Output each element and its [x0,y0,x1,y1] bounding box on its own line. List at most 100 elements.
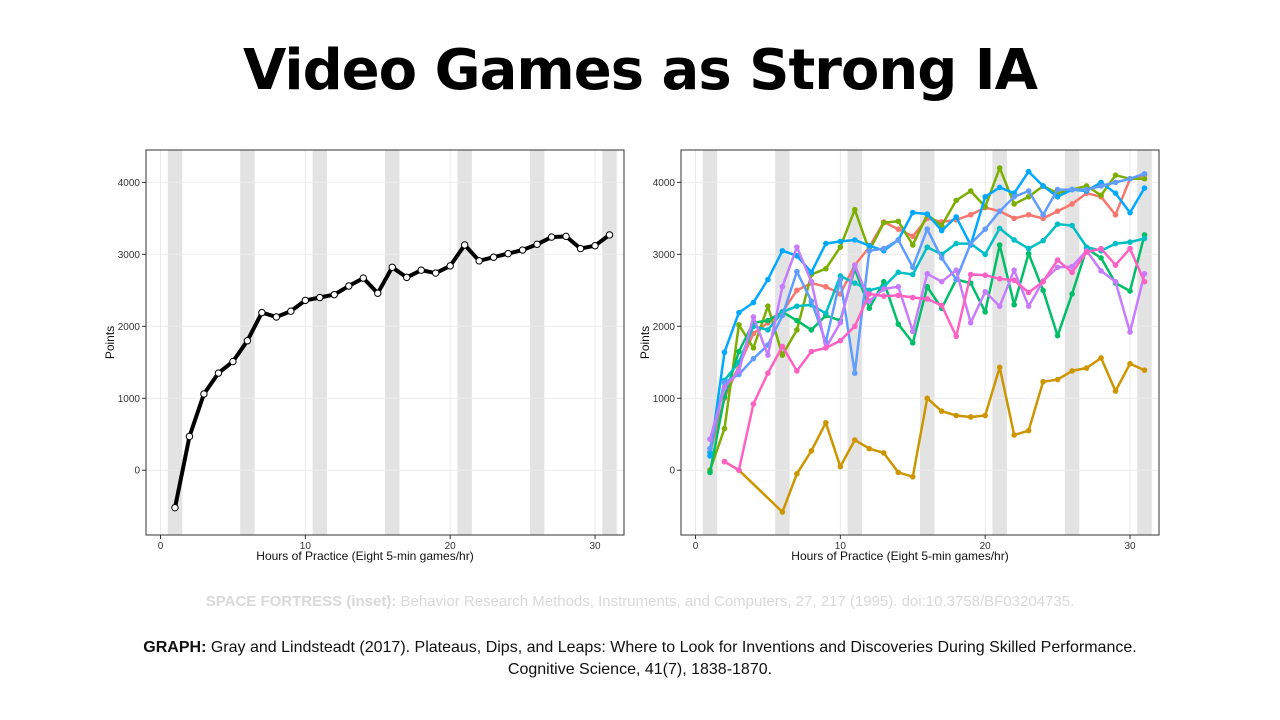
data-point [909,271,916,278]
data-point [909,242,916,248]
data-point [1040,183,1046,189]
data-point [982,226,988,232]
data-point [287,307,295,315]
data-point [938,278,945,285]
data-point [721,379,728,386]
data-point [779,312,786,319]
data-point [953,197,960,204]
data-point [1040,378,1046,385]
data-point [924,211,931,217]
shaded-band [312,150,328,535]
data-point [837,244,844,250]
shaded-band [702,150,718,535]
data-point [460,241,469,249]
data-point [1098,268,1104,274]
data-point [996,225,1003,232]
data-point [852,370,858,376]
data-point [837,337,844,344]
data-point [967,240,974,247]
y-tick-label: 4000 [118,178,141,189]
data-point [779,283,786,290]
data-point [721,349,728,356]
data-point [1098,355,1104,361]
data-point [1025,168,1032,175]
data-point [794,317,800,324]
data-point [924,226,931,232]
data-point [736,368,742,374]
data-point [736,322,742,328]
data-point [1025,250,1032,257]
chart-left-svg: 0 1000 2000 3000 4000 0 10 20 30 Hours of Practic… [103,149,625,563]
shaded-band [385,150,400,535]
plot-border [680,149,1160,536]
data-point [779,247,786,254]
data-point [1112,278,1119,285]
data-point [765,303,771,309]
data-point [562,232,570,241]
data-point [765,370,771,376]
data-point [852,237,858,243]
data-point [750,355,757,362]
data-point [721,425,728,432]
citation-inset-label: SPACE FORTRESS (inset): [205,593,397,610]
data-point [1040,211,1046,218]
data-point [1127,209,1133,216]
data-point [1025,245,1032,252]
data-point [1040,237,1046,244]
data-point [272,313,281,321]
data-point [605,231,614,239]
data-point [895,226,902,232]
data-point [1011,267,1017,273]
data-point [765,317,771,324]
data-point [996,208,1003,214]
data-point [895,292,902,299]
data-point [924,270,931,277]
data-point [880,219,887,226]
data-point [1112,211,1119,218]
data-point [938,227,945,234]
shaded-band [602,150,617,535]
y-tick-label: 4000 [653,178,676,189]
x-tick-label: 10 [300,541,312,552]
data-point [938,408,945,415]
data-point [823,310,829,317]
data-point [707,453,713,459]
data-point [837,238,844,245]
data-point [1040,287,1046,294]
data-point [533,240,541,248]
data-point [591,242,599,250]
data-point [1069,263,1075,270]
data-point [1054,221,1061,227]
data-point [880,286,887,292]
data-point [823,345,829,351]
data-point [823,283,829,290]
data-point [1069,186,1075,193]
shaded-band [529,150,545,535]
data-point [982,412,988,419]
data-point [1011,193,1017,200]
citation-graph-line2: Cognitive Science, 41(7), 1838-1870. [507,661,773,678]
data-point [374,289,382,297]
data-point [721,458,728,465]
data-point [1127,360,1133,367]
data-point [200,390,208,398]
data-point [996,165,1003,171]
y-tick-label: 3000 [118,250,141,261]
data-point [953,214,960,220]
data-point [909,340,916,346]
y-tick-label: 1000 [118,394,141,405]
data-point [924,395,931,402]
data-point [750,299,757,306]
data-point [1141,367,1148,374]
data-point [924,296,931,302]
data-point [794,268,800,275]
data-point [909,264,916,271]
data-point [866,242,873,249]
data-point [996,303,1003,309]
shaded-band [920,150,935,535]
data-point [967,271,974,278]
x-tick-label: 30 [589,541,601,552]
data-point [417,266,425,274]
shaded-band [847,150,863,535]
data-point [852,280,858,286]
